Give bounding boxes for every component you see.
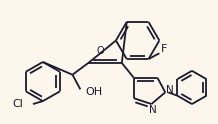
Text: O: O	[96, 46, 104, 56]
Text: N: N	[166, 85, 174, 95]
Text: Cl: Cl	[12, 99, 23, 109]
Text: F: F	[161, 44, 167, 54]
Text: N: N	[148, 105, 156, 115]
Text: OH: OH	[85, 87, 102, 97]
